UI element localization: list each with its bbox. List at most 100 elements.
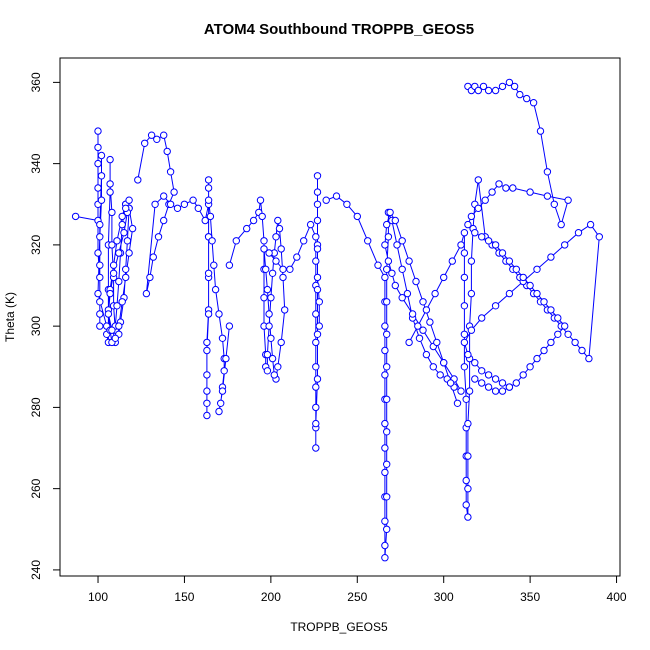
data-point	[464, 513, 472, 521]
series-line	[75, 131, 134, 343]
data-point	[220, 367, 228, 375]
data-point	[505, 257, 514, 265]
data-point	[154, 233, 163, 241]
data-point	[484, 86, 493, 95]
data-point	[313, 200, 322, 209]
data-point	[153, 135, 161, 144]
data-point	[391, 281, 399, 290]
data-point	[523, 94, 531, 103]
data-point	[204, 269, 213, 277]
data-point	[218, 334, 227, 342]
data-point	[478, 233, 486, 241]
data-point	[484, 237, 493, 245]
data-point	[464, 485, 472, 493]
data-point	[495, 180, 503, 188]
data-point	[203, 399, 211, 407]
data-point	[595, 233, 603, 241]
data-point	[97, 196, 106, 204]
data-point	[277, 338, 285, 347]
data-point	[474, 86, 482, 95]
data-point	[108, 241, 116, 249]
data-point	[260, 245, 268, 253]
data-point	[315, 322, 323, 330]
data-point	[96, 220, 104, 229]
data-point	[313, 172, 322, 180]
data-point	[265, 310, 273, 318]
data-point	[381, 371, 389, 379]
data-point	[96, 298, 104, 306]
data-point	[111, 334, 120, 342]
data-point	[343, 200, 351, 209]
data-point	[571, 338, 579, 347]
data-point	[467, 257, 476, 265]
data-point	[505, 289, 514, 298]
data-point	[381, 346, 389, 355]
data-point	[243, 224, 251, 233]
series-1	[71, 127, 137, 347]
y-tick-label: 320	[29, 235, 43, 255]
data-point	[384, 233, 393, 241]
data-point	[381, 468, 389, 477]
data-point	[561, 241, 569, 249]
data-point	[429, 363, 437, 371]
data-point	[268, 269, 277, 277]
y-tick-label: 280	[29, 397, 43, 417]
data-point	[491, 241, 500, 249]
data-point	[313, 245, 322, 253]
data-point	[474, 176, 482, 184]
data-point	[512, 265, 520, 273]
data-point	[260, 294, 268, 302]
y-tick-label: 340	[29, 153, 43, 173]
data-point	[433, 338, 441, 347]
data-point	[465, 387, 474, 395]
data-point	[383, 460, 391, 468]
data-point	[512, 379, 520, 387]
data-point	[94, 127, 102, 135]
data-point	[453, 399, 462, 407]
data-point	[457, 241, 465, 249]
data-point	[422, 350, 431, 359]
data-point	[118, 298, 126, 306]
data-point	[491, 86, 500, 95]
data-point	[415, 334, 424, 342]
data-point	[509, 184, 517, 192]
data-point	[383, 363, 391, 371]
data-point	[106, 155, 114, 164]
data-point	[115, 249, 123, 257]
data-point	[460, 330, 469, 338]
data-point	[312, 403, 320, 412]
data-point	[474, 204, 482, 213]
data-point	[286, 265, 294, 273]
data-point	[160, 192, 168, 200]
data-point	[440, 273, 448, 282]
data-point	[166, 200, 175, 209]
data-point	[322, 196, 330, 204]
data-point	[533, 289, 541, 298]
data-point	[125, 249, 133, 257]
data-point	[460, 363, 469, 371]
data-point	[113, 302, 121, 310]
data-point	[201, 216, 209, 225]
x-tick-label: 350	[520, 590, 540, 604]
y-tick-label: 300	[29, 316, 43, 336]
data-point	[204, 184, 213, 192]
data-point	[471, 359, 479, 367]
data-point	[106, 188, 114, 196]
y-tick-label: 240	[29, 560, 43, 580]
data-point	[462, 476, 470, 485]
series-6	[464, 78, 572, 229]
data-point	[547, 306, 555, 314]
data-point	[543, 192, 552, 200]
data-point	[108, 326, 116, 334]
x-tick-label: 100	[88, 590, 108, 604]
x-tick-label: 300	[434, 590, 454, 604]
data-point	[460, 302, 469, 310]
data-point	[491, 387, 500, 395]
x-tick-label: 250	[347, 590, 367, 604]
data-point	[306, 220, 315, 229]
data-point	[419, 298, 427, 306]
data-point	[526, 363, 534, 371]
data-point	[519, 273, 527, 282]
data-point	[510, 82, 519, 91]
